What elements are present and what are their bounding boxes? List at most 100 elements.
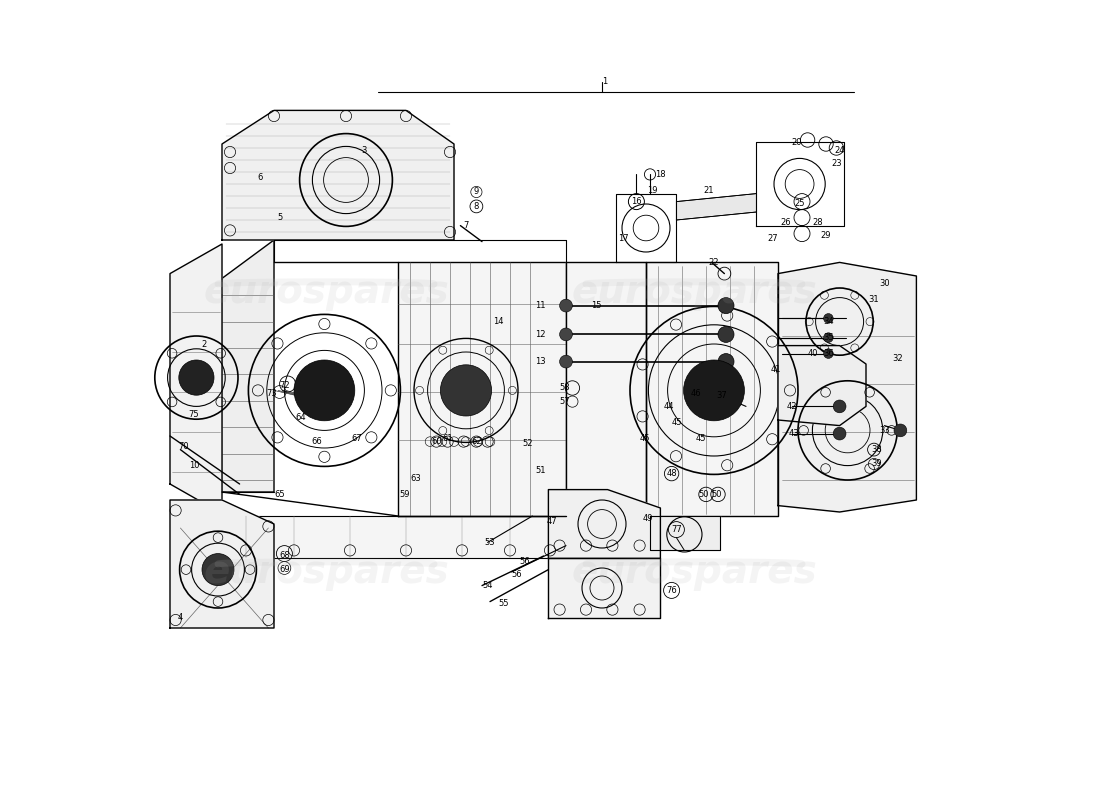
Text: 34: 34 <box>823 317 834 326</box>
Text: 18: 18 <box>656 170 666 179</box>
Circle shape <box>683 360 745 421</box>
Text: 45: 45 <box>671 418 682 427</box>
Circle shape <box>179 360 214 395</box>
Text: 53: 53 <box>485 538 495 547</box>
Circle shape <box>824 333 833 342</box>
Circle shape <box>560 355 572 368</box>
Text: 50: 50 <box>711 490 722 499</box>
Text: 45: 45 <box>639 434 650 443</box>
Text: 45: 45 <box>695 434 706 443</box>
Text: 46: 46 <box>691 389 701 398</box>
Circle shape <box>718 298 734 314</box>
Text: 57: 57 <box>559 397 570 406</box>
Text: 5: 5 <box>277 213 283 222</box>
Text: 44: 44 <box>663 402 673 411</box>
Text: eurospares: eurospares <box>204 553 449 591</box>
Text: 42: 42 <box>786 402 796 411</box>
Circle shape <box>824 314 833 323</box>
Polygon shape <box>646 262 778 516</box>
Text: 7: 7 <box>463 221 469 230</box>
Text: 73: 73 <box>266 389 277 398</box>
Circle shape <box>894 424 906 437</box>
Polygon shape <box>170 244 222 514</box>
Text: 64: 64 <box>295 413 306 422</box>
Text: 60: 60 <box>431 437 442 446</box>
Polygon shape <box>222 516 566 558</box>
Text: 16: 16 <box>631 197 641 206</box>
Text: 62: 62 <box>471 437 482 446</box>
Text: 31: 31 <box>869 295 879 305</box>
Circle shape <box>718 326 734 342</box>
Polygon shape <box>549 490 660 558</box>
Text: 28: 28 <box>813 218 823 227</box>
Polygon shape <box>566 262 646 516</box>
Text: 49: 49 <box>642 514 653 523</box>
Text: 1: 1 <box>602 77 607 86</box>
Text: 63: 63 <box>410 474 421 483</box>
Text: 17: 17 <box>618 234 629 243</box>
Polygon shape <box>778 346 866 426</box>
Text: 68: 68 <box>279 551 289 561</box>
Circle shape <box>718 354 734 370</box>
Text: 21: 21 <box>703 186 714 195</box>
Circle shape <box>202 554 234 586</box>
Text: 51: 51 <box>535 466 546 475</box>
Text: 9: 9 <box>474 187 478 197</box>
Circle shape <box>824 349 833 358</box>
Text: 55: 55 <box>498 599 509 609</box>
Text: 4: 4 <box>178 613 183 622</box>
Text: 50: 50 <box>698 490 708 499</box>
Text: 24: 24 <box>835 146 845 155</box>
Text: 22: 22 <box>708 258 719 267</box>
Text: 67: 67 <box>351 434 362 443</box>
Text: 30: 30 <box>879 279 890 289</box>
Polygon shape <box>650 516 719 550</box>
Text: 65: 65 <box>274 490 285 499</box>
Text: 56: 56 <box>512 570 521 579</box>
Text: 40: 40 <box>807 349 817 358</box>
Text: 52: 52 <box>522 439 532 449</box>
Text: 36: 36 <box>823 349 834 358</box>
Text: 32: 32 <box>893 354 903 363</box>
Text: 15: 15 <box>591 301 602 310</box>
Text: 76: 76 <box>667 586 676 595</box>
Text: 41: 41 <box>770 365 781 374</box>
Text: 27: 27 <box>767 234 778 243</box>
Polygon shape <box>549 558 660 618</box>
Text: 29: 29 <box>821 231 832 241</box>
Text: 48: 48 <box>667 469 676 478</box>
Text: 20: 20 <box>791 138 802 147</box>
Text: 43: 43 <box>789 429 800 438</box>
Text: 72: 72 <box>279 381 289 390</box>
Text: 25: 25 <box>794 199 805 209</box>
Text: 26: 26 <box>781 218 791 227</box>
Text: 14: 14 <box>493 317 504 326</box>
Text: 19: 19 <box>647 186 658 195</box>
Polygon shape <box>676 194 757 220</box>
Text: 39: 39 <box>871 459 882 469</box>
Circle shape <box>833 427 846 440</box>
Text: eurospares: eurospares <box>571 553 817 591</box>
Text: 61: 61 <box>442 434 453 443</box>
Text: eurospares: eurospares <box>571 273 817 311</box>
Text: 69: 69 <box>279 565 289 574</box>
Circle shape <box>440 365 492 416</box>
Text: 37: 37 <box>716 391 727 401</box>
Text: 6: 6 <box>257 173 263 182</box>
Text: 8: 8 <box>474 202 480 211</box>
Polygon shape <box>778 262 916 512</box>
Text: 75: 75 <box>189 410 199 419</box>
Text: 13: 13 <box>535 357 546 366</box>
Text: 2: 2 <box>201 339 207 349</box>
Polygon shape <box>222 110 454 240</box>
Polygon shape <box>398 262 566 516</box>
Text: 12: 12 <box>535 330 546 339</box>
Text: 58: 58 <box>559 383 570 393</box>
Text: 23: 23 <box>832 159 842 169</box>
Circle shape <box>560 299 572 312</box>
Text: 59: 59 <box>399 490 409 499</box>
Text: 54: 54 <box>482 581 493 590</box>
Circle shape <box>294 360 355 421</box>
Polygon shape <box>170 500 274 628</box>
Text: 33: 33 <box>879 426 890 435</box>
